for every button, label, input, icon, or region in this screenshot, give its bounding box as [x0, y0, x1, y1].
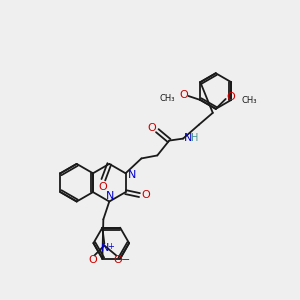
Text: N: N [101, 244, 110, 254]
Text: O: O [88, 255, 97, 266]
Text: CH₃: CH₃ [242, 97, 257, 106]
Text: O: O [98, 182, 107, 192]
Text: CH₃: CH₃ [159, 94, 175, 103]
Text: H: H [191, 133, 199, 142]
Text: N: N [184, 133, 192, 142]
Text: −: − [121, 255, 130, 266]
Text: O: O [226, 92, 235, 102]
Text: +: + [107, 242, 114, 251]
Text: N: N [128, 170, 137, 180]
Text: O: O [141, 190, 150, 200]
Text: O: O [179, 90, 188, 100]
Text: O: O [147, 123, 156, 133]
Text: N: N [106, 190, 115, 201]
Text: O: O [114, 255, 123, 266]
